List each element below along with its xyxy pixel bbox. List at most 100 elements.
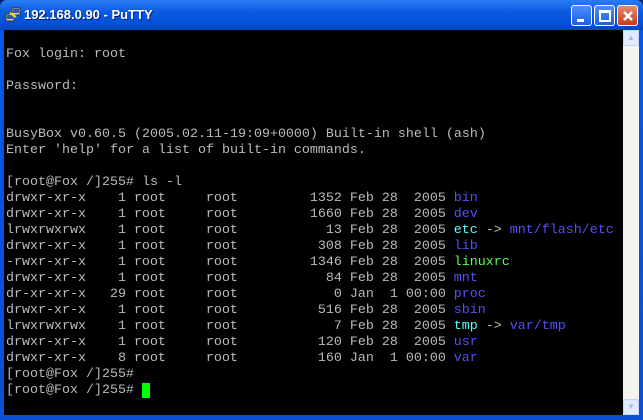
file-owner: root <box>133 335 166 350</box>
terminal-output: Fox login: root Password: BusyBox v0.60.… <box>6 31 614 399</box>
listing-row: drwxr-xr-x 1 root root 308 Feb 28 2005 lib <box>6 239 614 255</box>
login-line: Fox login: root <box>6 47 126 62</box>
active-prompt-line[interactable]: [root@Fox /]255# <box>6 383 614 399</box>
file-owner: root <box>133 287 166 302</box>
symlink-arrow: -> <box>485 223 502 238</box>
file-name: proc <box>453 287 486 302</box>
file-group: root <box>205 271 238 286</box>
file-date: Feb 28 2005 <box>349 335 446 350</box>
file-size: 7 <box>333 319 342 334</box>
file-perms: lrwxrwxrwx <box>6 319 86 334</box>
file-perms: -rwxr-xr-x <box>6 255 86 270</box>
minimize-button[interactable] <box>571 5 592 26</box>
file-links: 1 <box>117 223 126 238</box>
file-name: mnt <box>453 271 478 286</box>
file-date: Feb 28 2005 <box>349 319 446 334</box>
file-name: tmp <box>453 319 478 334</box>
file-perms: drwxr-xr-x <box>6 271 86 286</box>
file-group: root <box>205 207 238 222</box>
file-size: 160 <box>317 351 342 366</box>
file-name: linuxrc <box>453 255 510 270</box>
file-name: bin <box>453 191 478 206</box>
listing-row: drwxr-xr-x 1 root root 1660 Feb 28 2005 dev <box>6 207 614 223</box>
scroll-down-button[interactable]: ▼ <box>623 399 639 415</box>
directory-listing: drwxr-xr-x 1 root root 1352 Feb 28 2005 bin drw… <box>6 191 614 367</box>
symlink-arrow: -> <box>485 319 502 334</box>
file-size: 1660 <box>309 207 342 222</box>
help-line: Enter 'help' for a list of built-in comm… <box>6 143 366 158</box>
command-line: [root@Fox /]255# ls -l <box>6 175 182 190</box>
close-button[interactable] <box>617 5 638 26</box>
maximize-icon <box>599 10 611 22</box>
file-group: root <box>205 351 238 366</box>
prompt: [root@Fox /]255# <box>6 383 134 398</box>
title-bar[interactable]: 192.168.0.90 - PuTTY <box>0 0 643 30</box>
symlink-target: mnt/flash/etc <box>509 223 614 238</box>
file-links: 8 <box>117 351 126 366</box>
file-name: lib <box>453 239 478 254</box>
file-owner: root <box>133 207 166 222</box>
file-group: root <box>205 223 238 238</box>
file-group: root <box>205 239 238 254</box>
minimize-icon <box>577 19 584 22</box>
file-links: 1 <box>117 303 126 318</box>
file-date: Feb 28 2005 <box>349 271 446 286</box>
file-size: 0 <box>333 287 342 302</box>
file-group: root <box>205 335 238 350</box>
file-owner: root <box>133 303 166 318</box>
file-owner: root <box>133 351 166 366</box>
file-perms: drwxr-xr-x <box>6 239 86 254</box>
listing-row: drwxr-xr-x 8 root root 160 Jan 1 00:00 var <box>6 351 614 367</box>
file-owner: root <box>133 319 166 334</box>
file-date: Feb 28 2005 <box>349 207 446 222</box>
listing-row: lrwxrwxrwx 1 root root 13 Feb 28 2005 etc -> mnt… <box>6 223 614 239</box>
file-owner: root <box>133 271 166 286</box>
file-owner: root <box>133 191 166 206</box>
file-perms: drwxr-xr-x <box>6 191 86 206</box>
file-name: sbin <box>453 303 486 318</box>
file-links: 1 <box>117 255 126 270</box>
file-perms: drwxr-xr-x <box>6 335 86 350</box>
file-date: Jan 1 00:00 <box>349 287 446 302</box>
file-links: 1 <box>117 319 126 334</box>
file-links: 1 <box>117 335 126 350</box>
file-owner: root <box>133 239 166 254</box>
file-date: Jan 1 00:00 <box>349 351 446 366</box>
file-group: root <box>205 319 238 334</box>
listing-row: drwxr-xr-x 1 root root 120 Feb 28 2005 usr <box>6 335 614 351</box>
maximize-button[interactable] <box>594 5 615 26</box>
vertical-scrollbar[interactable]: ▲ ▼ <box>623 30 639 415</box>
file-perms: drwxr-xr-x <box>6 207 86 222</box>
file-size: 1352 <box>309 191 342 206</box>
file-date: Feb 28 2005 <box>349 239 446 254</box>
close-icon <box>623 11 633 21</box>
window-title: 192.168.0.90 - PuTTY <box>24 7 153 22</box>
symlink-target: var/tmp <box>509 319 566 334</box>
file-name: etc <box>453 223 478 238</box>
file-date: Feb 28 2005 <box>349 255 446 270</box>
file-owner: root <box>133 255 166 270</box>
putty-icon <box>5 7 21 22</box>
prompt-line: [root@Fox /]255# <box>6 367 134 382</box>
password-line: Password: <box>6 79 78 94</box>
file-links: 1 <box>117 191 126 206</box>
file-perms: drwxr-xr-x <box>6 351 86 366</box>
listing-row: dr-xr-xr-x 29 root root 0 Jan 1 00:00 proc <box>6 287 614 303</box>
scroll-up-button[interactable]: ▲ <box>623 30 639 46</box>
terminal-area[interactable]: Fox login: root Password: BusyBox v0.60.… <box>4 30 623 415</box>
file-date: Feb 28 2005 <box>349 191 446 206</box>
file-name: dev <box>453 207 478 222</box>
file-size: 13 <box>325 223 342 238</box>
listing-row: drwxr-xr-x 1 root root 84 Feb 28 2005 mnt <box>6 271 614 287</box>
listing-row: drwxr-xr-x 1 root root 516 Feb 28 2005 sbin <box>6 303 614 319</box>
file-size: 1346 <box>309 255 342 270</box>
file-links: 1 <box>117 207 126 222</box>
file-name: var <box>453 351 478 366</box>
file-links: 29 <box>109 287 126 302</box>
file-size: 308 <box>317 239 342 254</box>
file-links: 1 <box>117 239 126 254</box>
listing-row: lrwxrwxrwx 1 root root 7 Feb 28 2005 tmp -> var/… <box>6 319 614 335</box>
file-name: usr <box>453 335 478 350</box>
listing-row: drwxr-xr-x 1 root root 1352 Feb 28 2005 bin <box>6 191 614 207</box>
file-size: 516 <box>317 303 342 318</box>
